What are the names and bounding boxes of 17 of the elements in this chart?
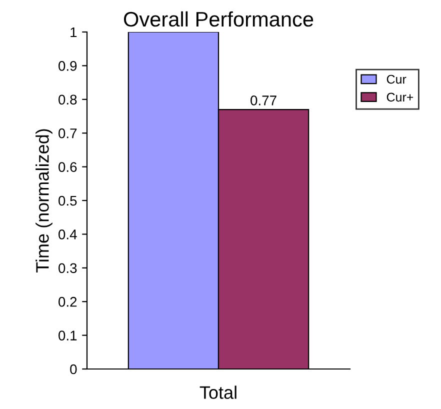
legend-label: Cur [386,74,406,84]
x-tick-label: Total [200,386,236,399]
chart-title: Overall Performance [124,11,314,27]
legend-label: Cur+ [386,92,414,102]
y-tick-label: 0.2 [58,296,77,307]
y-axis-title: Time (normalized) [36,129,52,272]
y-tick-label: 0.1 [58,330,77,340]
y-tick-label: 1 [70,27,77,38]
data-label: 0.77 [250,96,276,106]
y-tick-label: 0.6 [58,162,77,172]
y-tick-label: 0.4 [58,230,77,240]
y-tick-label: 0.3 [58,263,77,274]
y-tick-label: 0.5 [58,196,77,206]
y-tick-label: 0 [70,364,77,374]
y-tick-label: 0.8 [58,94,77,105]
y-tick-label: 0.9 [58,61,77,71]
y-tick-label: 0.7 [58,128,77,138]
